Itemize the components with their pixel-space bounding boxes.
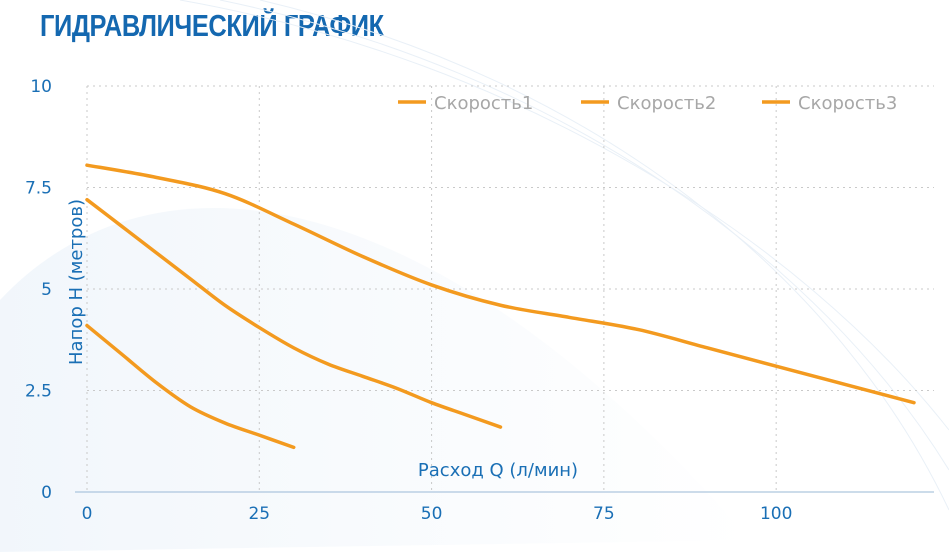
y-tick-label: 7.5 — [25, 179, 52, 199]
legend-label-2: Скорость2 — [617, 93, 716, 114]
axes: 0 25 50 75 100 0 2.5 5 7.5 10 — [25, 77, 934, 524]
grid — [86, 85, 934, 492]
series-line-1 — [85, 163, 916, 405]
x-tick-label: 100 — [760, 504, 792, 524]
series-line-2 — [85, 197, 503, 429]
legend-label-1: Скорость1 — [434, 93, 533, 114]
x-tick-label: 25 — [248, 504, 270, 524]
x-tick-label: 50 — [421, 504, 443, 524]
series-line-3 — [85, 323, 296, 450]
y-axis-label: Напор H (метров) — [66, 199, 87, 365]
x-tick-label: 75 — [593, 504, 615, 524]
legend: Скорость1 Скорость2 Скорость3 — [398, 93, 897, 114]
y-tick-label: 5 — [41, 280, 52, 300]
series-lines — [85, 163, 916, 450]
y-tick-label: 2.5 — [25, 382, 52, 402]
x-axis-label: Расход Q (л/мин) — [418, 460, 578, 481]
legend-label-3: Скорость3 — [798, 93, 897, 114]
y-tick-label: 10 — [30, 77, 52, 97]
y-tick-label: 0 — [41, 483, 52, 503]
x-tick-label: 0 — [82, 504, 93, 524]
page-title: ГИДРАВЛИЧЕСКИЙ ГРАФИК — [40, 8, 384, 43]
